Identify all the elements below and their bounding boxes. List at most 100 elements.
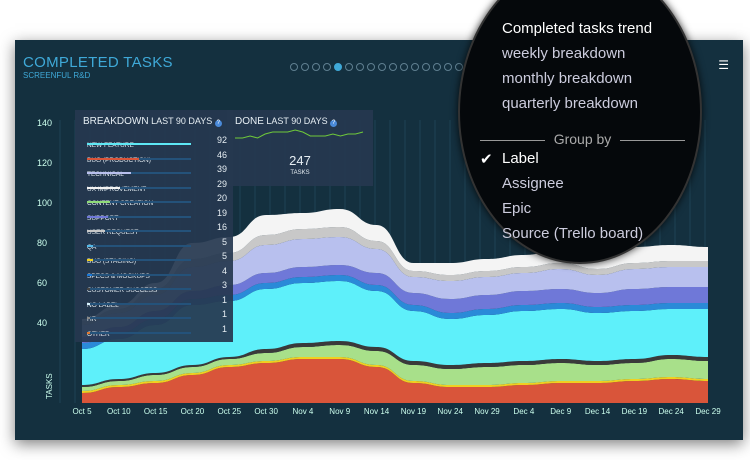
page-dot[interactable] <box>323 63 331 71</box>
menu-item[interactable]: Completed tasks trend <box>502 20 653 37</box>
x-tick-label: Oct 30 <box>254 407 278 416</box>
breakdown-row[interactable]: BUG (PRODUCTION) 46 <box>87 149 227 164</box>
group-by-label: Group by <box>480 131 685 147</box>
row-bar <box>87 157 139 160</box>
group-option[interactable]: Epic <box>502 200 531 217</box>
help-icon[interactable]: ? <box>214 120 222 127</box>
breakdown-row[interactable]: QA 5 <box>87 236 227 251</box>
x-tick-label: Nov 24 <box>438 407 464 416</box>
x-tick-label: Oct 10 <box>107 407 131 416</box>
page-dot[interactable] <box>312 63 320 71</box>
row-bar <box>87 201 110 203</box>
row-value: 1 <box>221 294 227 305</box>
page-dot[interactable] <box>400 63 408 71</box>
row-track <box>87 186 191 189</box>
page-dots[interactable] <box>290 63 485 71</box>
row-track <box>87 273 191 276</box>
group-option[interactable]: Assignee <box>502 175 564 192</box>
breakdown-row[interactable]: SUPPORT 19 <box>87 207 227 222</box>
page-dot[interactable] <box>290 63 298 71</box>
row-value: 20 <box>216 193 227 203</box>
area-series-3[interactable] <box>82 341 708 387</box>
y-axis-label: TASKS <box>45 373 54 399</box>
row-value: 3 <box>221 280 227 290</box>
breakdown-row[interactable]: TECHNICAL 39 <box>87 163 227 178</box>
help-icon[interactable]: ? <box>330 120 338 127</box>
page-dot[interactable] <box>389 63 397 71</box>
page-dot[interactable] <box>378 63 386 71</box>
breakdown-row[interactable]: UX IMPROVEMENT 29 <box>87 178 227 193</box>
row-label: SUPPORT <box>87 214 119 222</box>
breakdown-row[interactable]: USER REQUEST 16 <box>87 221 227 236</box>
area-series-7[interactable] <box>82 237 708 337</box>
area-series-2[interactable] <box>82 345 708 391</box>
area-series-8[interactable] <box>82 227 708 325</box>
page-dot[interactable] <box>356 63 364 71</box>
page-dot[interactable] <box>444 63 452 71</box>
row-value: 5 <box>221 236 227 247</box>
x-tick-label: Dec 9 <box>550 407 571 416</box>
page-dot[interactable] <box>345 63 353 71</box>
row-label: HR <box>87 316 97 323</box>
row-label: SPECS & MOCKUPS <box>87 272 150 280</box>
done-panel: DONE LAST 90 DAYS ? 247 TASKS <box>227 110 373 186</box>
breakdown-row[interactable]: OTHER 1 <box>87 323 227 338</box>
y-tick-label: 100 <box>37 198 52 208</box>
menu-item[interactable]: weekly breakdown <box>502 45 626 62</box>
y-tick-label: 120 <box>37 158 52 168</box>
row-label: USER REQUEST <box>87 229 139 236</box>
group-option[interactable]: Source (Trello board) <box>502 225 643 242</box>
y-tick-label: 80 <box>37 238 47 248</box>
breakdown-row[interactable]: NEW FEATURE 92 <box>87 134 227 149</box>
area-series-6[interactable] <box>82 265 708 343</box>
breakdown-row[interactable]: HR 1 <box>87 308 227 323</box>
breakdown-row[interactable]: BUG (STAGING) 5 <box>87 250 227 265</box>
group-option-label: Assignee <box>502 175 564 192</box>
breakdown-period: LAST 90 DAYS <box>151 116 213 126</box>
area-series-0[interactable] <box>82 359 708 403</box>
breakdown-row[interactable]: CUSTOMER SUCCESS 3 <box>87 279 227 294</box>
menu-item[interactable]: quarterly breakdown <box>502 95 638 112</box>
magnified-menu <box>458 0 702 264</box>
row-bar <box>87 273 92 276</box>
row-value: 1 <box>221 309 227 319</box>
row-track <box>87 172 191 174</box>
x-tick-label: Oct 5 <box>72 407 92 416</box>
row-value: 4 <box>221 265 227 276</box>
done-period: LAST 90 DAYS <box>266 116 328 126</box>
breakdown-row[interactable]: CONTENT CREATION 20 <box>87 192 227 207</box>
x-tick-label: Nov 9 <box>329 407 350 416</box>
page-dot[interactable] <box>334 63 342 71</box>
page-dot[interactable] <box>367 63 375 71</box>
x-tick-label: Oct 20 <box>181 407 205 416</box>
breakdown-row[interactable]: SPECS & MOCKUPS 4 <box>87 265 227 280</box>
x-tick-label: Nov 29 <box>474 407 500 416</box>
page-dot[interactable] <box>422 63 430 71</box>
area-series-4[interactable] <box>82 281 708 385</box>
x-tick-label: Oct 25 <box>218 407 242 416</box>
widget-title: COMPLETED TASKS <box>23 54 173 71</box>
row-track <box>87 331 191 334</box>
row-bar <box>87 288 91 290</box>
menu-item[interactable]: monthly breakdown <box>502 70 633 87</box>
hamburger-icon[interactable]: ☰ <box>718 58 729 72</box>
x-tick-label: Nov 19 <box>401 407 427 416</box>
page-dot[interactable] <box>411 63 419 71</box>
breakdown-row[interactable]: NO LABEL 1 <box>87 294 227 309</box>
breakdown-title: BREAKDOWN <box>83 116 149 127</box>
area-series-1[interactable] <box>82 357 708 393</box>
area-series-9[interactable] <box>82 209 708 321</box>
x-tick-label: Dec 19 <box>622 407 648 416</box>
row-label: UX IMPROVEMENT <box>87 185 147 193</box>
page-dot[interactable] <box>301 63 309 71</box>
row-track <box>87 302 191 305</box>
row-track <box>87 215 191 218</box>
row-value: 92 <box>216 135 227 145</box>
row-track <box>87 201 191 203</box>
done-sparkline <box>235 129 364 139</box>
breakdown-panel: BREAKDOWN LAST 90 DAYS ? NEW FEATURE 92 BU… <box>75 110 233 342</box>
group-option[interactable]: ✔ Label <box>480 150 539 168</box>
row-bar <box>87 259 93 261</box>
page-dot[interactable] <box>433 63 441 71</box>
done-title: DONE <box>235 116 264 127</box>
